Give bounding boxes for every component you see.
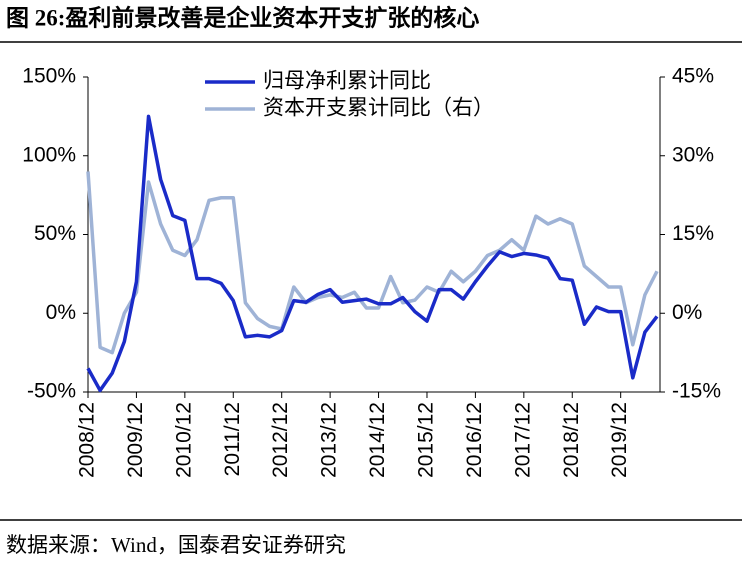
y2-tick-label: 30%	[672, 143, 714, 166]
x-tick-label: 2019/12	[608, 402, 631, 478]
x-tick-label: 2016/12	[463, 402, 486, 478]
y2-tick-label: 45%	[672, 65, 714, 88]
x-tick-label: 2014/12	[366, 402, 389, 478]
x-tick-label: 2018/12	[560, 402, 583, 478]
legend-label: 资本开支累计同比（右）	[263, 97, 494, 120]
y-tick-label: -50%	[27, 380, 76, 403]
y-tick-label: 50%	[34, 222, 76, 245]
y2-tick-label: 15%	[672, 222, 714, 245]
x-tick-label: 2009/12	[124, 402, 147, 478]
source: 数据来源：Wind，国泰君安证券研究	[6, 533, 346, 557]
x-tick-label: 2012/12	[269, 402, 292, 478]
legend-label: 归母净利累计同比	[263, 70, 431, 93]
x-tick-label: 2015/12	[415, 402, 438, 478]
x-tick-label: 2008/12	[76, 402, 99, 478]
chart-title: 图 26:盈利前景改善是企业资本开支扩张的核心	[6, 4, 479, 30]
x-tick-label: 2013/12	[318, 402, 341, 478]
y-tick-label: 150%	[22, 65, 76, 88]
series-line	[86, 171, 659, 355]
x-tick-label: 2011/12	[221, 402, 244, 476]
x-tick-label: 2010/12	[172, 402, 195, 478]
y2-tick-label: 0%	[672, 301, 702, 324]
x-tick-label: 2017/12	[511, 402, 534, 478]
y-tick-label: 0%	[46, 301, 76, 324]
series-line	[86, 114, 659, 393]
y-tick-label: 100%	[22, 143, 76, 166]
y2-tick-label: -15%	[672, 380, 721, 403]
